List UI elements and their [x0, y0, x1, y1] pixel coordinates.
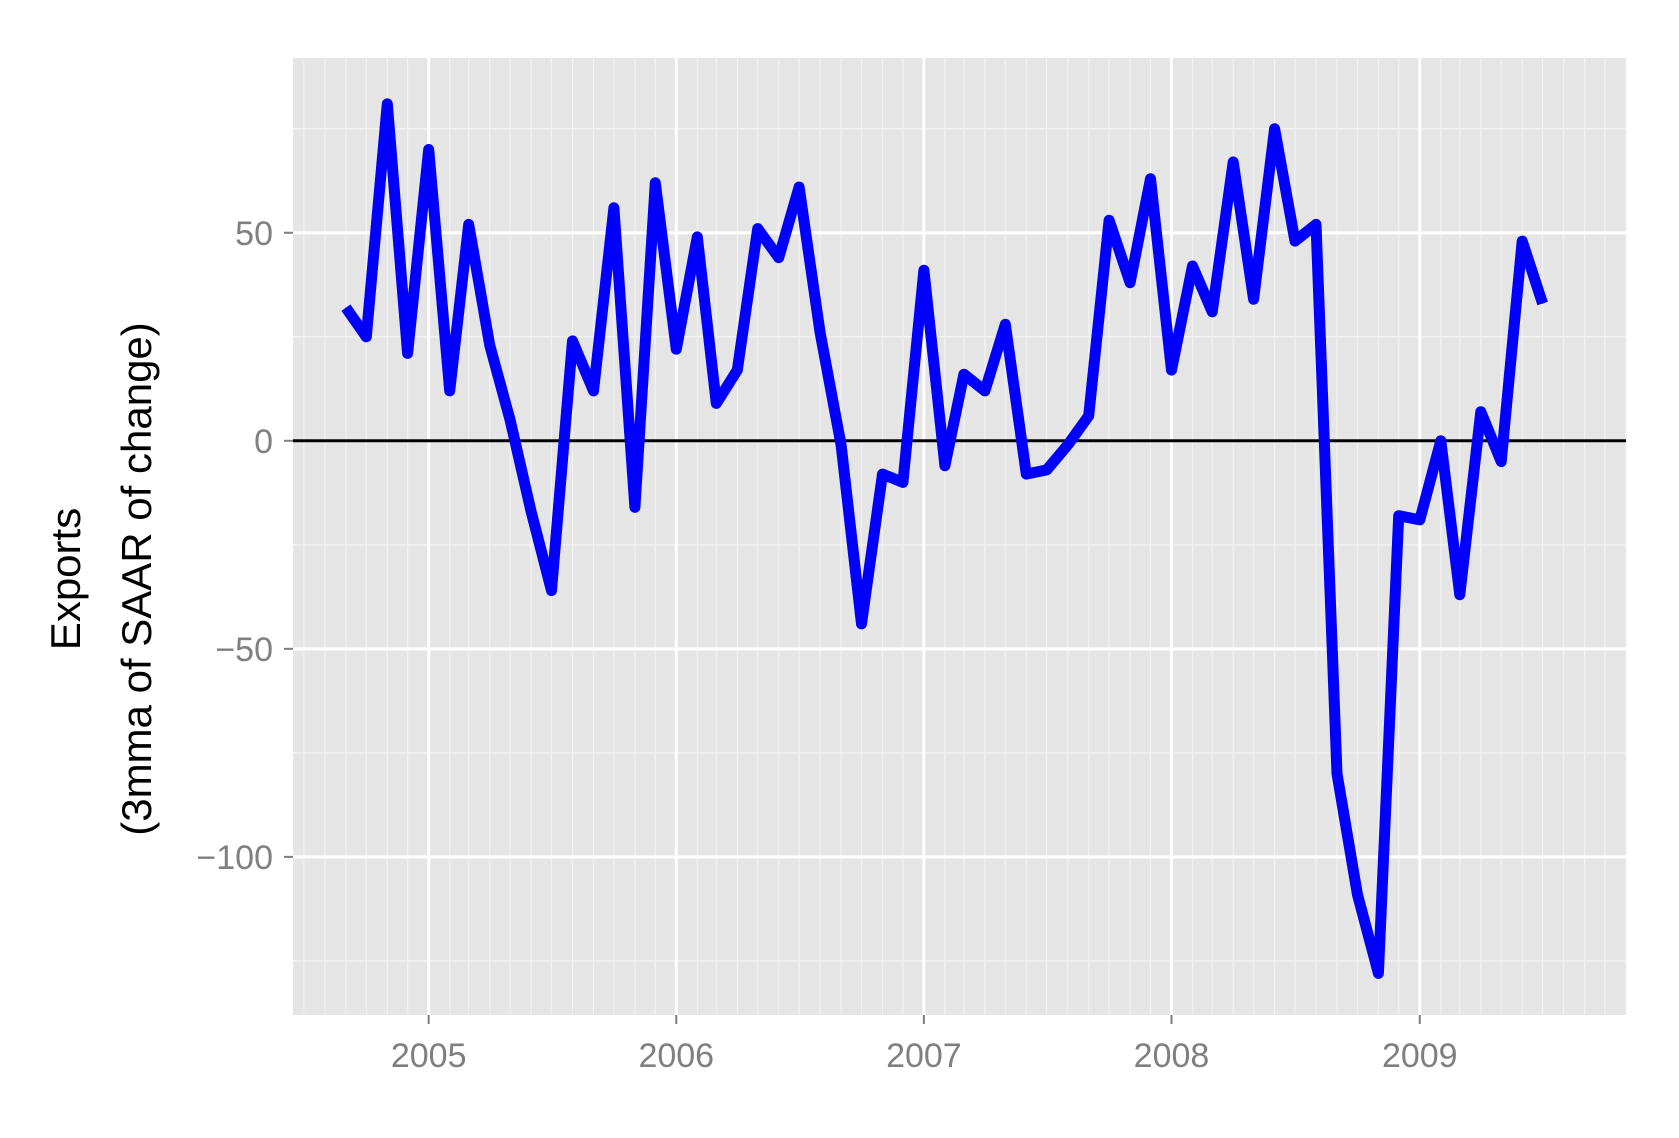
y-tick-label: 0: [254, 423, 273, 461]
series-point: [509, 419, 511, 421]
y-axis-title-line-2: (3mma of SAAR of change): [113, 322, 160, 836]
series-point: [963, 373, 965, 375]
minor-gridlines-y: [293, 127, 1626, 962]
series-point: [1274, 128, 1276, 130]
series-point: [551, 590, 552, 592]
series-point: [1336, 773, 1338, 775]
series-point: [654, 182, 656, 184]
series-point: [449, 390, 451, 392]
series-point: [923, 269, 925, 271]
series-point: [1192, 265, 1193, 267]
series-point: [757, 228, 759, 230]
series-point: [1294, 240, 1296, 242]
series-point: [1025, 473, 1027, 475]
series-point: [530, 511, 532, 512]
series-point: [798, 186, 800, 188]
series-point: [696, 236, 698, 238]
series-point: [736, 369, 738, 371]
series-point: [882, 473, 883, 475]
series-point: [902, 481, 904, 483]
series-point: [468, 223, 470, 225]
series-point: [1500, 461, 1502, 463]
series-point: [715, 402, 717, 404]
series-point: [365, 336, 367, 338]
series-point: [1232, 161, 1234, 163]
x-tick-label: 2007: [886, 1037, 962, 1075]
panel-background: [293, 58, 1626, 1015]
series-point: [1521, 240, 1523, 242]
series-point: [840, 444, 842, 446]
series-point: [386, 103, 388, 105]
y-axis: −100 −50 0 50: [196, 215, 293, 877]
series-point: [819, 332, 821, 334]
series-point: [1440, 440, 1442, 442]
series-point: [428, 149, 430, 150]
series-point: [984, 390, 986, 392]
series-point: [675, 348, 677, 350]
series-point: [613, 207, 615, 209]
series-point: [1129, 282, 1131, 284]
x-tick-label: 2009: [1382, 1037, 1458, 1075]
series-point: [861, 623, 862, 625]
x-tick-label: 2005: [391, 1037, 467, 1075]
series-point: [634, 506, 636, 508]
y-tick-label: 50: [235, 215, 273, 253]
series-point: [1377, 972, 1379, 974]
series-point: [1480, 411, 1482, 413]
series-point: [1253, 298, 1255, 300]
series-point: [1459, 594, 1461, 596]
series-point: [572, 340, 573, 342]
series-point: [1419, 519, 1421, 521]
series-point: [1088, 415, 1090, 417]
x-axis: 2005 2006 2007 2008 2009: [391, 1015, 1458, 1075]
series-point: [1108, 219, 1110, 221]
series-point: [944, 465, 946, 467]
series-point: [1211, 311, 1213, 313]
y-axis-title: Exports (3mma of SAAR of change): [42, 322, 160, 836]
series-point: [489, 344, 491, 346]
series-point: [1315, 223, 1317, 225]
series-point: [1046, 469, 1048, 471]
series-point: [1004, 323, 1006, 325]
y-tick-label: −100: [196, 839, 273, 877]
series-points: [345, 103, 1544, 974]
x-tick-label: 2008: [1134, 1037, 1210, 1075]
series-point: [1171, 369, 1172, 371]
series-point: [1398, 515, 1400, 517]
y-axis-title-line-1: Exports: [42, 508, 89, 650]
series-point: [1356, 893, 1358, 895]
series-point: [1150, 178, 1151, 180]
x-tick-label: 2006: [638, 1037, 714, 1075]
y-tick-label: −50: [215, 631, 273, 669]
series-point: [1067, 444, 1069, 446]
series-point: [1542, 303, 1544, 304]
series-point: [593, 390, 594, 392]
series-point: [345, 307, 347, 309]
series-point: [407, 352, 409, 354]
series-point: [778, 257, 780, 259]
